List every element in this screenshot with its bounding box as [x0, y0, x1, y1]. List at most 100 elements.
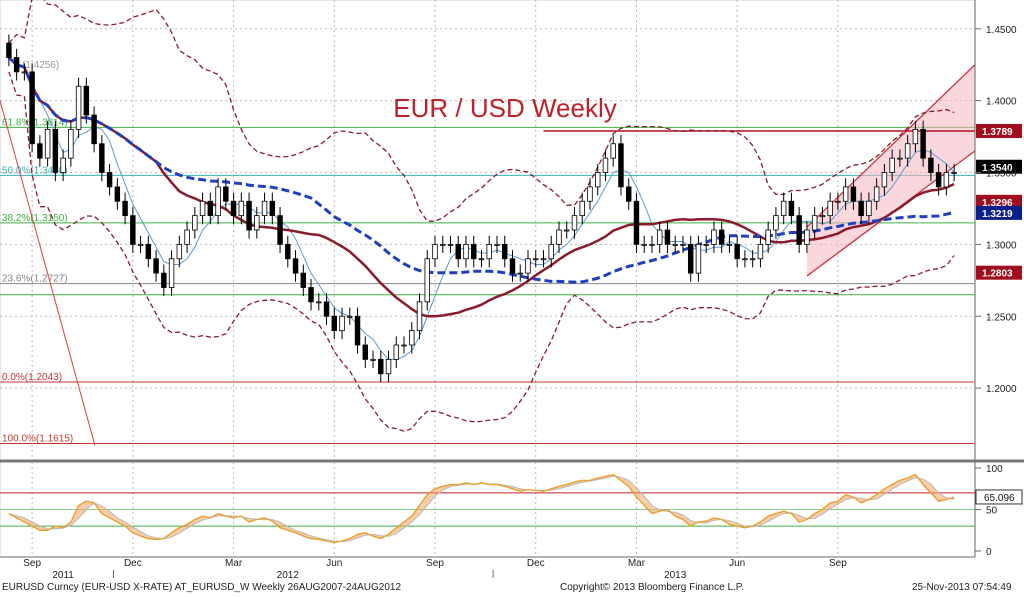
candle-body	[385, 358, 392, 375]
candle-body	[656, 229, 663, 245]
candle-body	[285, 243, 291, 260]
candle-body	[60, 157, 66, 173]
osc-signal-line	[8, 475, 955, 543]
year-label: 2012	[277, 570, 300, 578]
candle-body	[478, 258, 485, 261]
candle-body	[145, 243, 152, 260]
x-tick-label: Sep	[426, 558, 444, 569]
price-tag	[976, 205, 1022, 220]
candle-body	[91, 114, 97, 145]
candle-body	[83, 85, 90, 116]
price-tag	[976, 194, 1022, 209]
candle-body	[106, 172, 113, 188]
candle-body	[168, 258, 175, 288]
candle-body	[540, 258, 547, 261]
candle-body	[571, 215, 578, 231]
band-layer	[8, 0, 955, 432]
candle-body	[594, 172, 601, 188]
candle-body	[618, 143, 624, 188]
osc-layer: 100 50 0 65.096	[0, 462, 1023, 558]
candle-body	[548, 243, 554, 260]
candle-body	[339, 315, 345, 332]
candle-body	[269, 200, 276, 217]
price-tag-label: 1.2803	[982, 269, 1013, 280]
candle-body	[370, 358, 376, 361]
candle-body	[347, 315, 353, 318]
chart-title: EUR / USD Weekly	[393, 93, 616, 123]
candle-body	[873, 186, 880, 202]
candle-body	[261, 200, 268, 217]
x-tick-label: Dec	[124, 558, 142, 569]
candle-body	[44, 128, 51, 159]
candle-body	[494, 243, 500, 246]
candle-body	[897, 157, 903, 160]
candle-body	[889, 157, 895, 173]
price-tag-label: 1.3219	[982, 209, 1013, 220]
candle-body	[52, 128, 59, 173]
y-tick-label: 1.4000	[986, 97, 1017, 108]
candle-body	[153, 258, 159, 274]
candle-body	[835, 200, 841, 203]
candle-body	[184, 229, 190, 245]
candle-body	[664, 229, 671, 245]
osc-value-tag	[975, 489, 1023, 505]
candle-body	[842, 186, 849, 202]
candle-body	[533, 258, 539, 261]
candle-body	[935, 172, 942, 188]
candle-body	[323, 301, 330, 317]
candle-body	[21, 71, 28, 74]
x-tick-label: Jun	[326, 558, 342, 569]
candle-body	[827, 200, 833, 217]
osc-fill	[8, 474, 955, 543]
fib-trendline	[0, 100, 96, 446]
lower-envelope	[8, 71, 955, 432]
axis-layer: 1.4500 1.4000 1.3500 1.3000 1.2500 1.2000 Sep D…	[0, 0, 1017, 581]
candle-body	[199, 200, 206, 217]
candle-body	[401, 344, 407, 347]
candle-body	[703, 243, 709, 246]
candle-body	[556, 229, 562, 245]
candle-body	[819, 215, 826, 218]
candle-body	[904, 143, 911, 159]
candle-body	[749, 258, 756, 261]
candle-body	[230, 200, 237, 217]
candle-body	[687, 243, 694, 274]
fib-label: 0.0%(1.2043)	[2, 372, 62, 383]
x-tick-label: Dec	[527, 558, 545, 569]
x-tick-label: Jun	[729, 558, 745, 569]
candle-body	[137, 243, 144, 246]
candle-body	[850, 186, 857, 202]
candle-body	[416, 301, 423, 332]
chart-svg: 61.8%(1.3814)50.0%(1.3480)38.2%(1.3150)2…	[0, 0, 1024, 581]
candle-body	[711, 229, 717, 245]
candle-body	[610, 143, 616, 159]
candle-body	[246, 200, 252, 231]
candle-body	[207, 200, 214, 217]
candle-body	[463, 243, 469, 260]
x-tick-label: Sep	[829, 558, 847, 569]
candle-body	[680, 243, 686, 246]
fib-label: 100.0%(1.1615)	[2, 433, 73, 444]
candle-body	[192, 215, 198, 231]
footer-timestamp: 25-Nov-2013 07:54:49	[912, 582, 1012, 593]
price-tag-label: 1.3296	[982, 198, 1013, 209]
candle-body	[161, 272, 167, 288]
candle-body	[718, 229, 725, 245]
candle-body	[951, 172, 957, 174]
fib-label: 50.0%(1.3480)	[2, 165, 68, 176]
candle-body	[300, 272, 307, 288]
candle-body	[424, 258, 430, 303]
candle-body	[215, 186, 221, 217]
year-label: 2011	[52, 570, 74, 578]
candle-body	[928, 157, 934, 173]
x-tick-label: Mar	[628, 558, 646, 569]
candle-body	[114, 186, 121, 202]
candle-body	[742, 258, 748, 261]
candle-body	[130, 215, 136, 245]
candle-body	[176, 243, 183, 260]
y-tick-label: 1.2500	[986, 312, 1017, 323]
candle-body	[509, 258, 516, 274]
candle-body	[765, 229, 771, 245]
